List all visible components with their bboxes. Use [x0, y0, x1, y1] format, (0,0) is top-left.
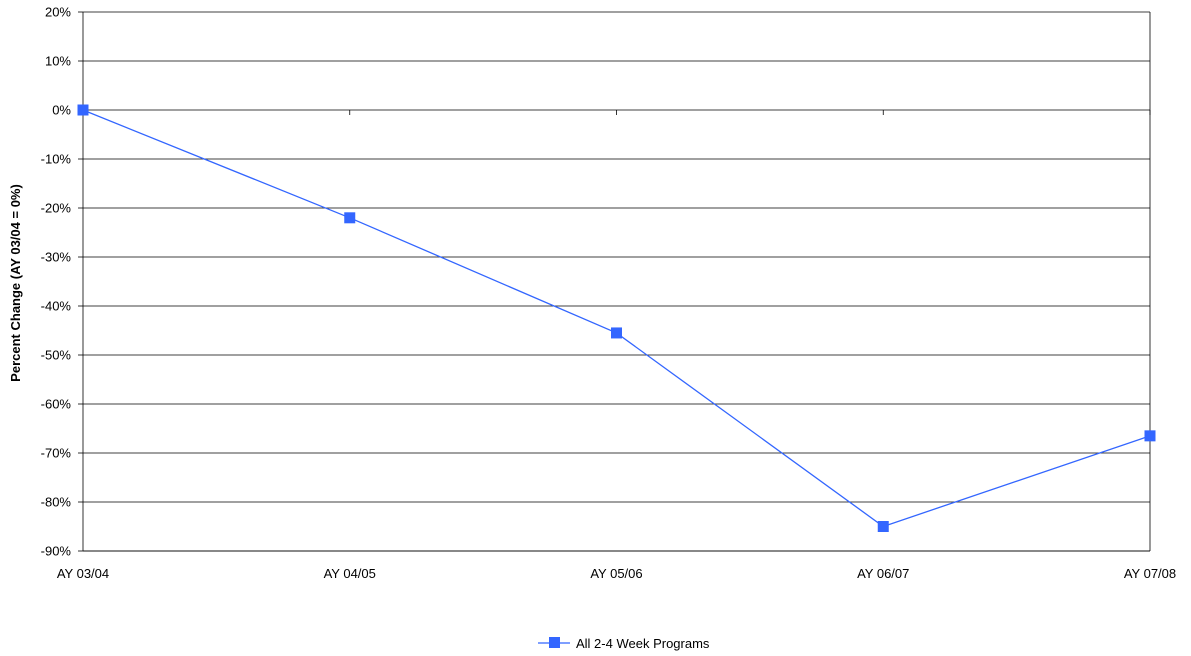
x-tick-label: AY 07/08 [1124, 566, 1176, 581]
y-tick-label: -30% [41, 250, 72, 265]
y-tick-label: -20% [41, 201, 72, 216]
x-tick-label: AY 04/05 [324, 566, 376, 581]
legend-marker-swatch [549, 637, 560, 648]
y-tick-label: 0% [52, 103, 71, 118]
y-tick-label: -70% [41, 446, 72, 461]
data-point-marker [77, 104, 89, 116]
series-layer [77, 104, 1156, 532]
data-point-marker [877, 521, 889, 532]
y-tick-label: 20% [45, 5, 71, 20]
x-tick-label: AY 03/04 [57, 566, 109, 581]
series-line [82, 109, 1151, 528]
x-axis-tick-labels: AY 03/04 AY 04/05 AY 05/06 AY 06/07 AY 07/08 [57, 110, 1176, 581]
y-tick-label: -10% [41, 152, 72, 167]
y-tick-label: -80% [41, 495, 72, 510]
x-tick-label: AY 05/06 [590, 566, 642, 581]
y-axis-title: Percent Change (AY 03/04 = 0%) [8, 184, 23, 382]
data-point-marker [611, 327, 622, 339]
legend: All 2-4 Week Programs [538, 636, 710, 651]
y-tick-label: -60% [41, 397, 72, 412]
y-tick-label: -40% [41, 299, 72, 314]
y-tick-label: -50% [41, 348, 72, 363]
x-tick-label: AY 06/07 [857, 566, 909, 581]
data-point-marker [1144, 430, 1156, 442]
y-tick-label: 10% [45, 54, 71, 69]
plot-area [82, 12, 1151, 552]
legend-label: All 2-4 Week Programs [576, 636, 710, 651]
data-point-marker [344, 212, 356, 224]
y-axis-tick-labels: 20% 10% 0% -10% -20% -30% -40% -50% -60% -70% -80%… [41, 5, 83, 559]
gridlines [83, 11, 1150, 552]
y-tick-label: -90% [41, 544, 72, 559]
